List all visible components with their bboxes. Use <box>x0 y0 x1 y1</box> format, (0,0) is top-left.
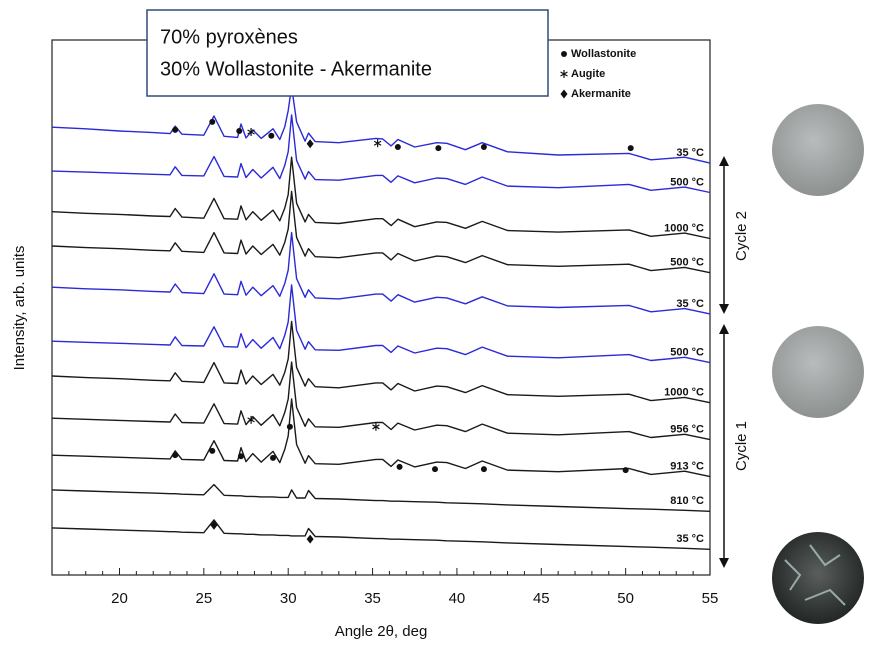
text-box-line: 30% Wollastonite - Akermanite <box>160 58 432 80</box>
x-tick-label: 45 <box>533 590 550 607</box>
peak-marker <box>373 139 382 148</box>
peak-marker <box>561 51 567 57</box>
text-box-line: 70% pyroxènes <box>160 26 298 48</box>
x-tick-label: 35 <box>364 590 381 607</box>
peak-marker <box>431 466 438 473</box>
xrd-trace <box>51 114 711 194</box>
xrd-trace <box>51 398 711 478</box>
series-label: 913 °C <box>670 460 704 472</box>
series-label: 35 °C <box>676 533 704 545</box>
series-label: 956 °C <box>670 424 704 436</box>
series-label: 1000 °C <box>664 222 704 234</box>
cycle-label: Cycle 1 <box>733 421 750 471</box>
sample-photos <box>772 104 864 624</box>
x-tick-label: 50 <box>617 590 634 607</box>
peak-marker <box>268 132 275 139</box>
xrd-trace <box>51 85 711 164</box>
x-tick-label: 40 <box>449 590 466 607</box>
xrd-trace <box>51 190 711 274</box>
series-label: 500 °C <box>670 347 704 359</box>
peak-marker <box>480 144 487 150</box>
cycle-label: Cycle 2 <box>733 211 750 261</box>
peak-marker <box>209 447 216 454</box>
peak-marker <box>306 139 314 149</box>
peak-marker <box>247 128 255 137</box>
peak-marker <box>306 534 314 544</box>
peak-marker <box>480 466 487 473</box>
series-label: 35 °C <box>676 147 704 159</box>
peak-marker <box>236 127 243 134</box>
xrd-trace <box>51 284 711 364</box>
xrd-trace <box>51 361 711 441</box>
plot-frame <box>51 39 711 576</box>
peak-marker <box>560 89 568 99</box>
legend-text: Wollastonite <box>571 48 636 60</box>
series-label: 35 °C <box>676 298 704 310</box>
sample-photo <box>772 104 864 196</box>
xrd-trace <box>51 320 711 404</box>
legend-text: Akermanite <box>571 88 631 100</box>
peak-marker <box>209 118 216 125</box>
legend-text: Augite <box>571 68 605 80</box>
peak-marker <box>560 70 568 78</box>
peak-marker <box>435 145 442 152</box>
cycle-arrows <box>719 156 729 568</box>
xrd-trace <box>51 156 711 240</box>
peak-marker <box>247 415 255 424</box>
peak-marker <box>210 520 218 530</box>
peak-marker <box>286 423 293 430</box>
xrd-trace <box>51 519 711 550</box>
peak-marker <box>394 144 401 150</box>
xrd-trace <box>51 231 711 315</box>
peak-marker <box>372 422 380 431</box>
x-tick-label: 25 <box>196 590 213 607</box>
xrd-trace <box>51 483 711 512</box>
x-tick-label: 20 <box>111 590 128 607</box>
plot-area: 20 25 30 35 40 45 50 55 35 °C 810 °C 913 °C 956 °C 1… <box>51 85 719 607</box>
x-tick-label: 30 <box>280 590 297 607</box>
x-tick-label: 55 <box>702 590 719 607</box>
legend-item: Wollastonite <box>561 48 636 60</box>
peak-marker <box>237 453 244 460</box>
series-label: 810 °C <box>670 495 704 507</box>
sample-photo <box>772 532 864 624</box>
sample-photo <box>772 326 864 418</box>
x-axis-label: Angle 2θ, deg <box>335 623 428 640</box>
legend-item: Akermanite <box>560 88 631 100</box>
text-box <box>146 9 549 97</box>
peak-marker <box>172 452 179 459</box>
peak-marker <box>396 463 403 470</box>
series-label: 500 °C <box>670 176 704 188</box>
peak-marker <box>627 145 634 152</box>
series-label: 1000 °C <box>664 387 704 399</box>
legend-item: Augite <box>560 68 605 80</box>
peak-marker <box>270 454 277 461</box>
peak-marker <box>622 467 629 474</box>
series-label: 500 °C <box>670 257 704 269</box>
peak-marker <box>172 126 179 133</box>
y-axis-label: Intensity, arb. units <box>11 246 28 371</box>
